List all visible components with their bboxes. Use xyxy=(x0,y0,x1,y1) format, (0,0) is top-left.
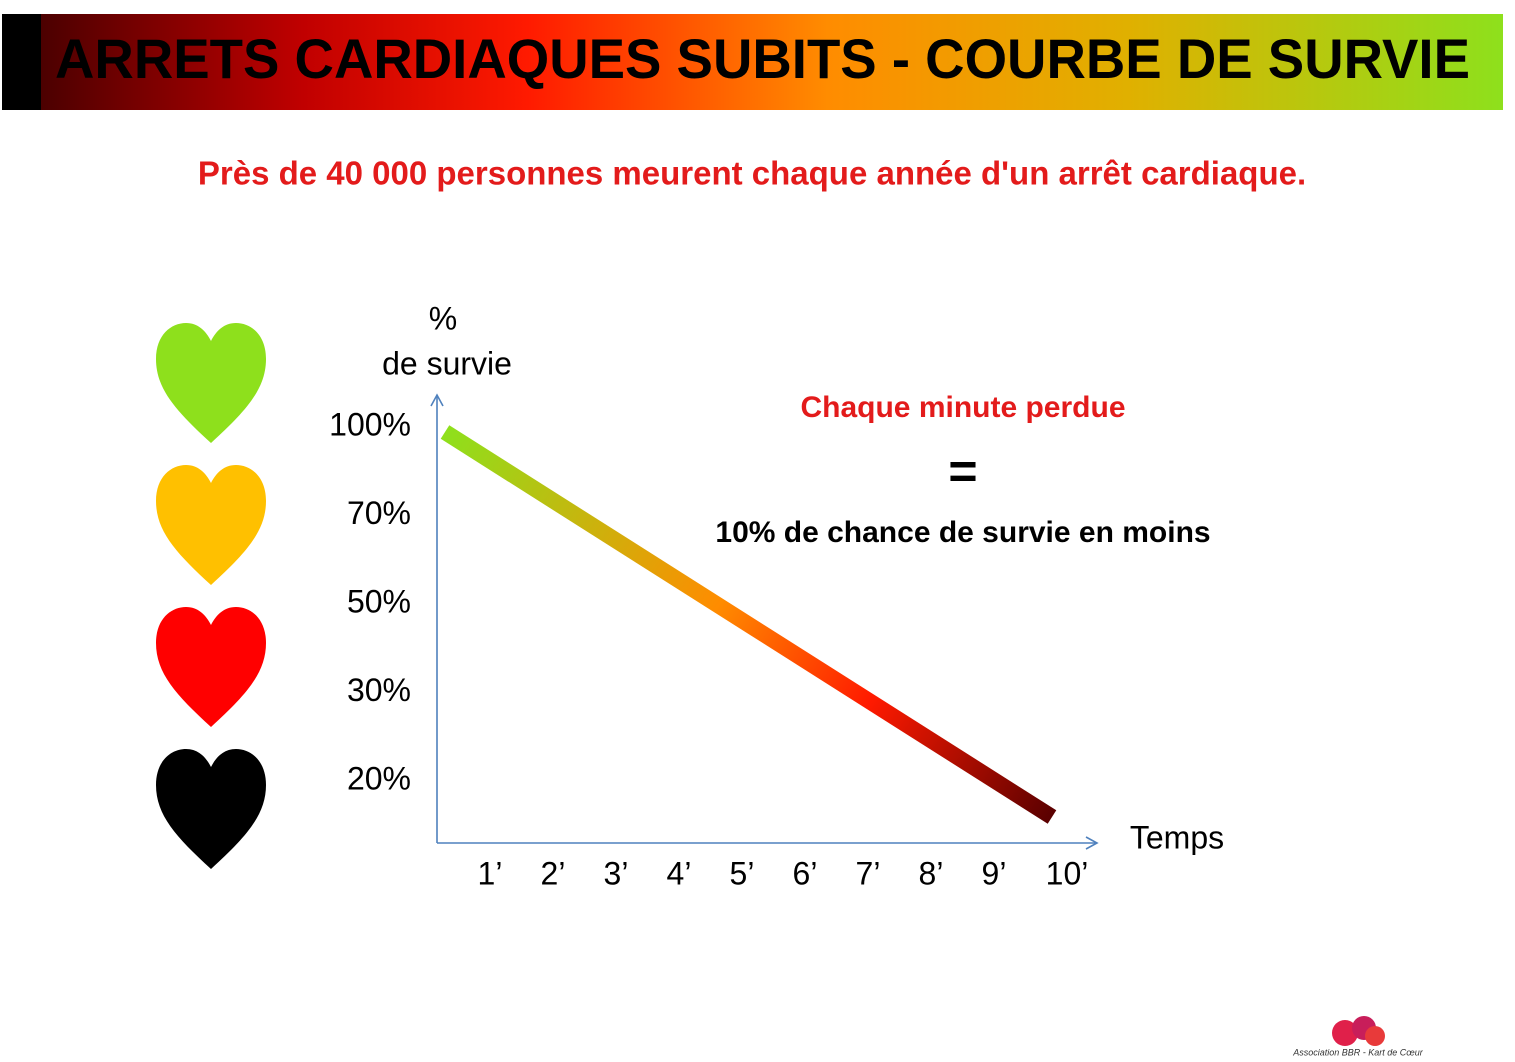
x-label: 2’ xyxy=(541,855,566,891)
annotation-equals: = xyxy=(948,443,977,499)
x-labels: 1’ 2’ 3’ 4’ 5’ 6’ 7’ 8’ 9’ 10’ xyxy=(478,855,1089,891)
y-label: 50% xyxy=(347,583,411,619)
heart-red xyxy=(156,607,266,727)
footer-logo-text: Association BBR - Kart de Cœur xyxy=(1292,1047,1424,1057)
y-axis-label: % xyxy=(429,300,457,336)
heart-yellow xyxy=(156,465,266,585)
footer-logo: Association BBR - Kart de Cœur xyxy=(1292,1016,1424,1057)
annotation-line2: 10% de chance de survie en moins xyxy=(715,516,1210,549)
survival-curve xyxy=(440,425,1057,824)
y-labels: 100% 70% 50% 30% 20% xyxy=(329,406,411,796)
x-label: 5’ xyxy=(730,855,755,891)
x-axis-label: Temps xyxy=(1130,819,1224,855)
annotation-line1: Chaque minute perdue xyxy=(800,391,1125,424)
heart-green xyxy=(156,323,266,443)
y-label: 70% xyxy=(347,495,411,531)
y-label: 20% xyxy=(347,760,411,796)
y-axis-label: de survie xyxy=(382,345,512,381)
y-label: 30% xyxy=(347,672,411,708)
logo-shape xyxy=(1365,1026,1385,1046)
title-bar xyxy=(2,14,1503,110)
y-label: 100% xyxy=(329,406,411,442)
title-bar-edge xyxy=(2,14,41,110)
title: ARRETS CARDIAQUES SUBITS - COURBE DE SUR… xyxy=(55,27,1470,90)
x-label: 3’ xyxy=(604,855,629,891)
x-label: 8’ xyxy=(919,855,944,891)
x-label: 1’ xyxy=(478,855,503,891)
x-label: 9’ xyxy=(982,855,1007,891)
heart-black xyxy=(156,749,266,869)
x-label: 10’ xyxy=(1046,855,1089,891)
logo-shape xyxy=(1332,1020,1358,1046)
x-label: 7’ xyxy=(856,855,881,891)
x-label: 6’ xyxy=(793,855,818,891)
subtitle: Près de 40 000 personnes meurent chaque … xyxy=(198,155,1306,192)
x-label: 4’ xyxy=(667,855,692,891)
